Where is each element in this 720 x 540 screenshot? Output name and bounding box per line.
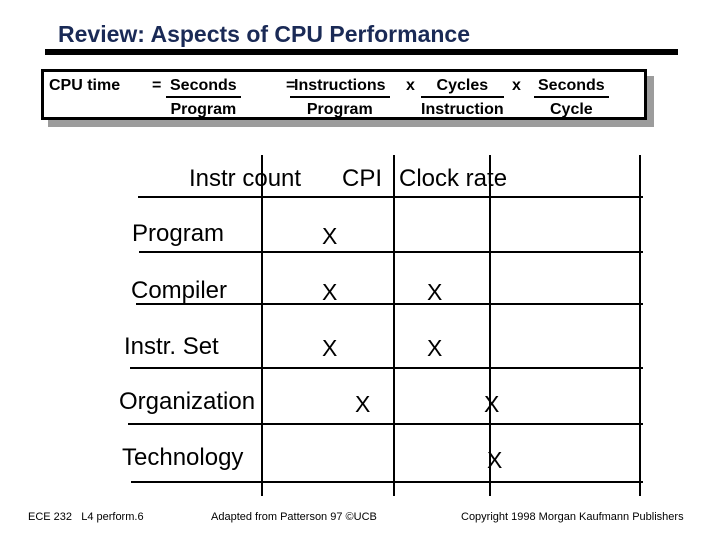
column-header-instr-count: Instr count — [189, 165, 302, 192]
table-horizontal-line — [138, 196, 643, 198]
table-vertical-line — [489, 155, 491, 496]
fraction-denominator: Instruction — [421, 101, 504, 118]
column-header-clock-rate: Clock rate — [399, 165, 508, 192]
mark-program-instr-count: X — [322, 223, 338, 249]
row-label-technology: Technology — [122, 444, 244, 471]
title-underline — [45, 49, 678, 55]
multiply-sign: x — [406, 77, 415, 94]
table-horizontal-line — [139, 251, 643, 253]
mark-organization-clock-rate: X — [484, 391, 500, 417]
fraction-numerator: Instructions — [290, 76, 390, 98]
footer-attribution: Adapted from Patterson 97 ©UCB — [211, 511, 377, 523]
table-vertical-line — [393, 155, 395, 496]
fraction-cycles-per-instruction: Cycles Instruction — [421, 76, 504, 119]
row-label-instr-set: Instr. Set — [124, 333, 219, 360]
fraction-seconds-per-program: Seconds Program — [166, 76, 241, 119]
fraction-instructions-per-program: Instructions Program — [290, 76, 390, 119]
cpu-time-formula-box: CPU time = Seconds Program = Instruction… — [41, 69, 647, 120]
page-title: Review: Aspects of CPU Performance — [58, 21, 471, 47]
fraction-seconds-per-cycle: Seconds Cycle — [534, 76, 609, 119]
mark-compiler-instr-count: X — [322, 279, 338, 305]
mark-compiler-cpi: X — [427, 279, 443, 305]
fraction-denominator: Program — [170, 101, 237, 118]
footer-course-id: ECE 232 L4 perform.6 — [28, 511, 144, 523]
equals-sign: = — [286, 77, 296, 94]
fraction-denominator: Program — [306, 101, 373, 118]
formula-label: CPU time — [49, 77, 121, 94]
multiply-sign: x — [512, 77, 521, 94]
row-label-organization: Organization — [119, 388, 256, 415]
table-vertical-line — [261, 155, 263, 496]
mark-instr-set-cpi: X — [427, 335, 443, 361]
table-horizontal-line — [130, 367, 643, 369]
mark-organization-cpi: X — [355, 391, 371, 417]
mark-technology-clock-rate: X — [487, 447, 503, 473]
row-label-program: Program — [132, 220, 225, 247]
column-header-cpi: CPI — [342, 165, 383, 192]
fraction-numerator: Seconds — [166, 76, 241, 98]
fraction-numerator: Seconds — [534, 76, 609, 98]
footer-copyright: Copyright 1998 Morgan Kaufmann Publisher… — [461, 511, 684, 523]
fraction-denominator: Cycle — [549, 101, 593, 118]
table-horizontal-line — [131, 481, 643, 483]
equals-sign: = — [152, 77, 162, 94]
mark-instr-set-instr-count: X — [322, 335, 338, 361]
table-horizontal-line — [136, 303, 643, 305]
table-vertical-line — [639, 155, 641, 496]
table-horizontal-line — [128, 423, 643, 425]
fraction-numerator: Cycles — [421, 76, 504, 98]
row-label-compiler: Compiler — [131, 277, 228, 304]
